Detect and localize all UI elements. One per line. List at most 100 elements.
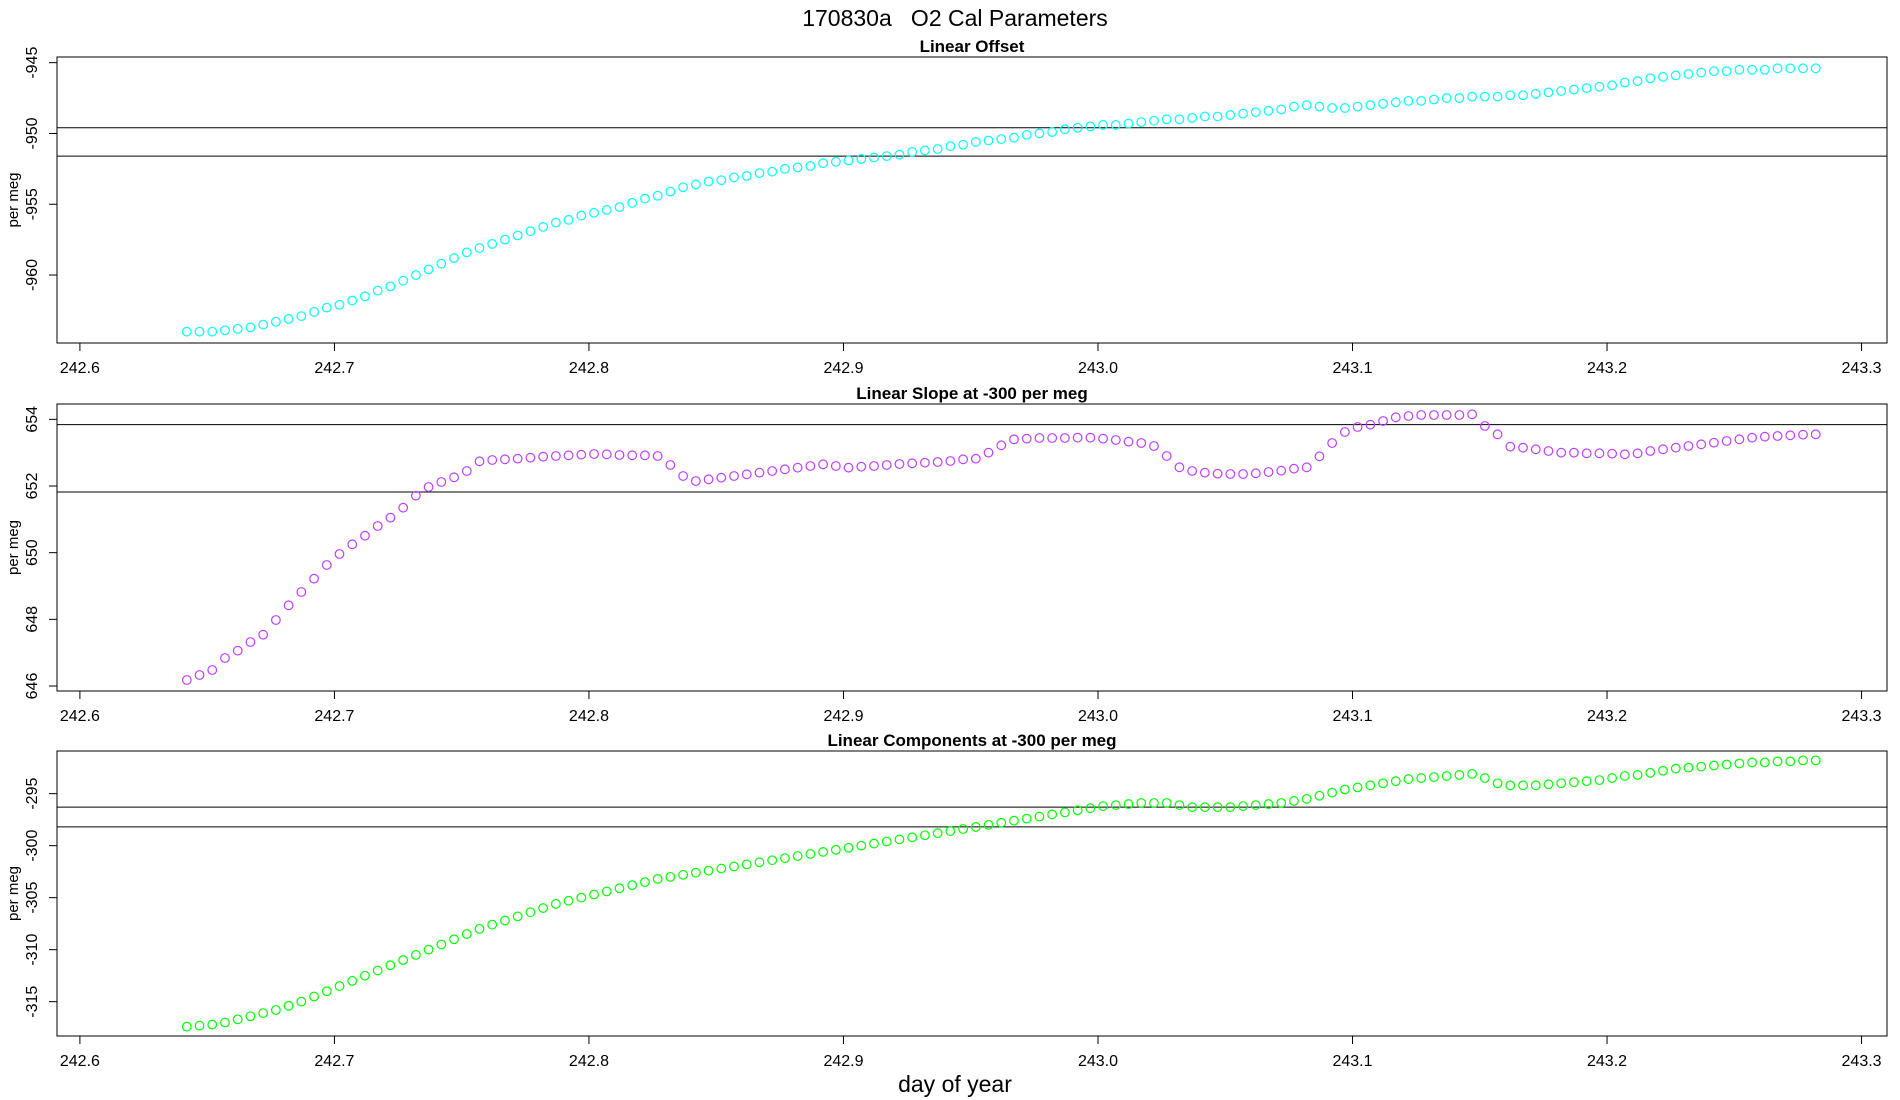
data-point xyxy=(1263,799,1274,809)
data-point xyxy=(538,451,549,462)
data-point xyxy=(449,472,459,483)
data-point xyxy=(321,560,332,570)
data-point xyxy=(550,451,561,461)
x-tick-label: 242.6 xyxy=(60,1053,100,1070)
data-point xyxy=(398,502,409,513)
data-point xyxy=(1721,759,1732,770)
data-point xyxy=(1110,800,1121,810)
data-point xyxy=(436,477,447,487)
data-point xyxy=(1543,87,1554,98)
plot-frame xyxy=(56,403,1888,692)
data-point xyxy=(741,171,752,181)
data-point xyxy=(449,934,459,945)
data-point xyxy=(920,457,930,468)
data-point xyxy=(1772,431,1783,441)
data-point xyxy=(983,819,994,830)
data-point xyxy=(1327,438,1338,448)
data-point xyxy=(232,323,243,334)
data-point xyxy=(1607,448,1618,459)
data-point xyxy=(1798,755,1808,766)
data-point xyxy=(920,145,930,156)
data-point xyxy=(512,230,523,241)
data-point xyxy=(525,452,536,463)
data-point xyxy=(1492,91,1503,102)
data-point xyxy=(932,144,943,154)
data-point xyxy=(1810,63,1821,74)
data-point xyxy=(474,456,485,467)
data-point xyxy=(538,903,549,913)
data-point xyxy=(1530,88,1541,99)
data-point xyxy=(1123,799,1134,809)
x-tick-label: 242.8 xyxy=(569,1053,609,1070)
data-point xyxy=(1403,95,1414,106)
data-point xyxy=(1492,778,1503,789)
x-tick-label: 242.7 xyxy=(314,708,354,725)
data-point xyxy=(869,838,879,849)
data-point xyxy=(843,462,854,473)
data-point xyxy=(1772,756,1783,767)
x-tick-label: 242.7 xyxy=(314,360,354,377)
panel-title: Linear Offset xyxy=(920,37,1025,56)
data-point xyxy=(1416,410,1427,420)
data-point xyxy=(1085,121,1096,132)
data-point xyxy=(1429,94,1439,105)
data-point xyxy=(1632,770,1643,780)
y-tick-label: -955 xyxy=(24,188,41,220)
data-point xyxy=(270,615,281,625)
data-point xyxy=(245,1011,256,1022)
data-point xyxy=(856,840,867,851)
data-point xyxy=(703,865,714,876)
data-point xyxy=(780,464,790,475)
data-point xyxy=(1709,437,1719,448)
data-point xyxy=(1047,127,1058,137)
data-point xyxy=(1403,411,1414,421)
data-point xyxy=(1149,798,1159,808)
x-tick-label: 243.1 xyxy=(1332,1053,1372,1070)
data-point xyxy=(818,459,829,470)
data-point xyxy=(1149,441,1159,451)
data-point xyxy=(1747,757,1758,768)
data-point xyxy=(780,853,790,864)
data-point xyxy=(1581,83,1592,94)
y-tick-label: 652 xyxy=(24,473,41,500)
data-point xyxy=(767,855,778,866)
data-point xyxy=(1314,101,1325,112)
data-point xyxy=(1365,100,1376,111)
data-point xyxy=(1696,67,1707,78)
data-point xyxy=(1785,756,1796,767)
y-tick-label: -950 xyxy=(24,117,41,149)
data-point xyxy=(1390,97,1401,108)
data-point xyxy=(958,824,968,834)
data-point xyxy=(1683,762,1694,773)
data-point xyxy=(1301,793,1312,804)
data-point xyxy=(1136,117,1147,128)
data-point xyxy=(461,929,472,939)
data-point xyxy=(334,549,345,559)
data-point xyxy=(665,186,676,197)
data-point xyxy=(1199,111,1210,122)
data-point xyxy=(220,325,230,336)
data-point xyxy=(907,146,918,157)
data-point xyxy=(461,247,472,258)
data-point xyxy=(665,460,676,470)
data-point xyxy=(894,834,905,845)
data-point xyxy=(690,179,701,190)
data-point xyxy=(869,152,879,163)
data-point xyxy=(1785,430,1796,441)
data-point xyxy=(703,176,714,187)
data-point xyxy=(1759,757,1770,768)
x-tick-label: 242.8 xyxy=(569,708,609,725)
data-point xyxy=(512,911,523,922)
data-point xyxy=(754,857,765,868)
data-point xyxy=(1212,802,1223,813)
data-point xyxy=(436,939,447,950)
data-point xyxy=(1569,447,1579,458)
data-point xyxy=(1059,807,1070,818)
x-tick-label: 243.3 xyxy=(1842,1053,1882,1070)
data-point xyxy=(576,892,587,903)
data-point xyxy=(1301,462,1312,473)
data-point xyxy=(1149,115,1159,126)
data-point xyxy=(869,461,879,471)
data-point xyxy=(410,949,421,960)
data-point xyxy=(500,915,510,926)
